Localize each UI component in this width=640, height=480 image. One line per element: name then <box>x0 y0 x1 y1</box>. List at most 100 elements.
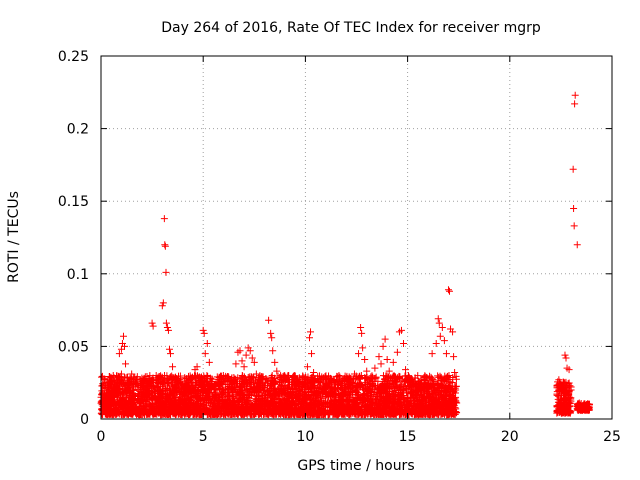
data-point <box>113 408 121 416</box>
data-point <box>261 391 269 399</box>
data-point <box>381 410 389 418</box>
data-point <box>266 405 274 413</box>
data-point <box>149 322 157 330</box>
data-point <box>115 350 123 358</box>
data-point <box>433 394 441 402</box>
data-point <box>303 376 311 384</box>
data-point <box>433 405 441 413</box>
data-point <box>114 373 122 381</box>
data-point <box>139 395 147 403</box>
data-point <box>313 389 321 397</box>
data-point <box>131 392 139 400</box>
data-point <box>105 410 113 418</box>
data-point <box>297 406 305 414</box>
data-point <box>201 404 209 412</box>
data-point <box>308 407 316 415</box>
data-point <box>134 395 142 403</box>
data-point <box>203 339 211 347</box>
data-point <box>285 372 293 380</box>
data-point <box>452 405 460 413</box>
data-point <box>124 380 132 388</box>
data-point <box>255 376 263 384</box>
data-point <box>365 395 373 403</box>
data-point <box>411 374 419 382</box>
data-points <box>97 91 594 419</box>
data-point <box>202 392 210 400</box>
data-point <box>103 396 111 404</box>
data-point <box>261 383 269 391</box>
data-point <box>281 382 289 390</box>
data-point <box>326 380 334 388</box>
data-point <box>122 405 130 413</box>
data-point <box>273 388 281 396</box>
data-point <box>220 397 228 405</box>
data-point <box>126 409 134 417</box>
data-point <box>318 373 326 381</box>
data-point <box>169 397 177 405</box>
data-point <box>344 406 352 414</box>
data-point <box>323 385 331 393</box>
data-point <box>236 347 244 355</box>
data-point <box>232 360 240 368</box>
data-point <box>348 389 356 397</box>
data-point <box>421 373 429 381</box>
data-point <box>283 394 291 402</box>
data-point <box>240 406 248 414</box>
data-point <box>556 397 564 405</box>
data-point <box>123 388 131 396</box>
data-point <box>362 406 370 414</box>
data-point <box>406 399 414 407</box>
data-point <box>217 407 225 415</box>
data-point <box>113 377 121 385</box>
data-point <box>319 399 327 407</box>
data-point <box>203 411 211 419</box>
data-point <box>264 387 272 395</box>
data-point <box>306 393 314 401</box>
data-point <box>165 345 173 353</box>
data-point <box>193 363 201 371</box>
data-point <box>293 393 301 401</box>
data-point <box>311 384 319 392</box>
data-point <box>339 401 347 409</box>
data-point <box>294 389 302 397</box>
data-point <box>452 372 460 380</box>
data-point <box>353 383 361 391</box>
data-point <box>565 393 573 401</box>
data-point <box>338 380 346 388</box>
data-point <box>186 408 194 416</box>
data-point <box>186 395 194 403</box>
data-point <box>208 410 216 418</box>
data-point <box>372 408 380 416</box>
data-point <box>196 394 204 402</box>
data-point <box>161 408 169 416</box>
data-point <box>115 401 123 409</box>
data-point <box>432 384 440 392</box>
data-point <box>561 406 569 414</box>
data-point <box>389 358 397 366</box>
data-point <box>281 399 289 407</box>
data-point <box>108 393 116 401</box>
data-point <box>196 411 204 419</box>
data-point <box>181 374 189 382</box>
data-point <box>139 389 147 397</box>
data-point <box>420 392 428 400</box>
data-point <box>330 378 338 386</box>
data-point <box>440 377 448 385</box>
data-point <box>164 326 172 334</box>
data-point <box>237 383 245 391</box>
data-point <box>162 319 170 327</box>
data-point <box>428 350 436 358</box>
data-point <box>375 353 383 361</box>
data-point <box>105 402 113 410</box>
data-point <box>397 326 405 334</box>
data-point <box>334 386 342 394</box>
data-point <box>145 401 153 409</box>
data-point <box>277 376 285 384</box>
data-point <box>105 372 113 380</box>
data-point <box>183 383 191 391</box>
data-point <box>261 378 269 386</box>
data-point <box>303 409 311 417</box>
data-point <box>422 378 430 386</box>
data-point <box>397 408 405 416</box>
data-point <box>235 387 243 395</box>
